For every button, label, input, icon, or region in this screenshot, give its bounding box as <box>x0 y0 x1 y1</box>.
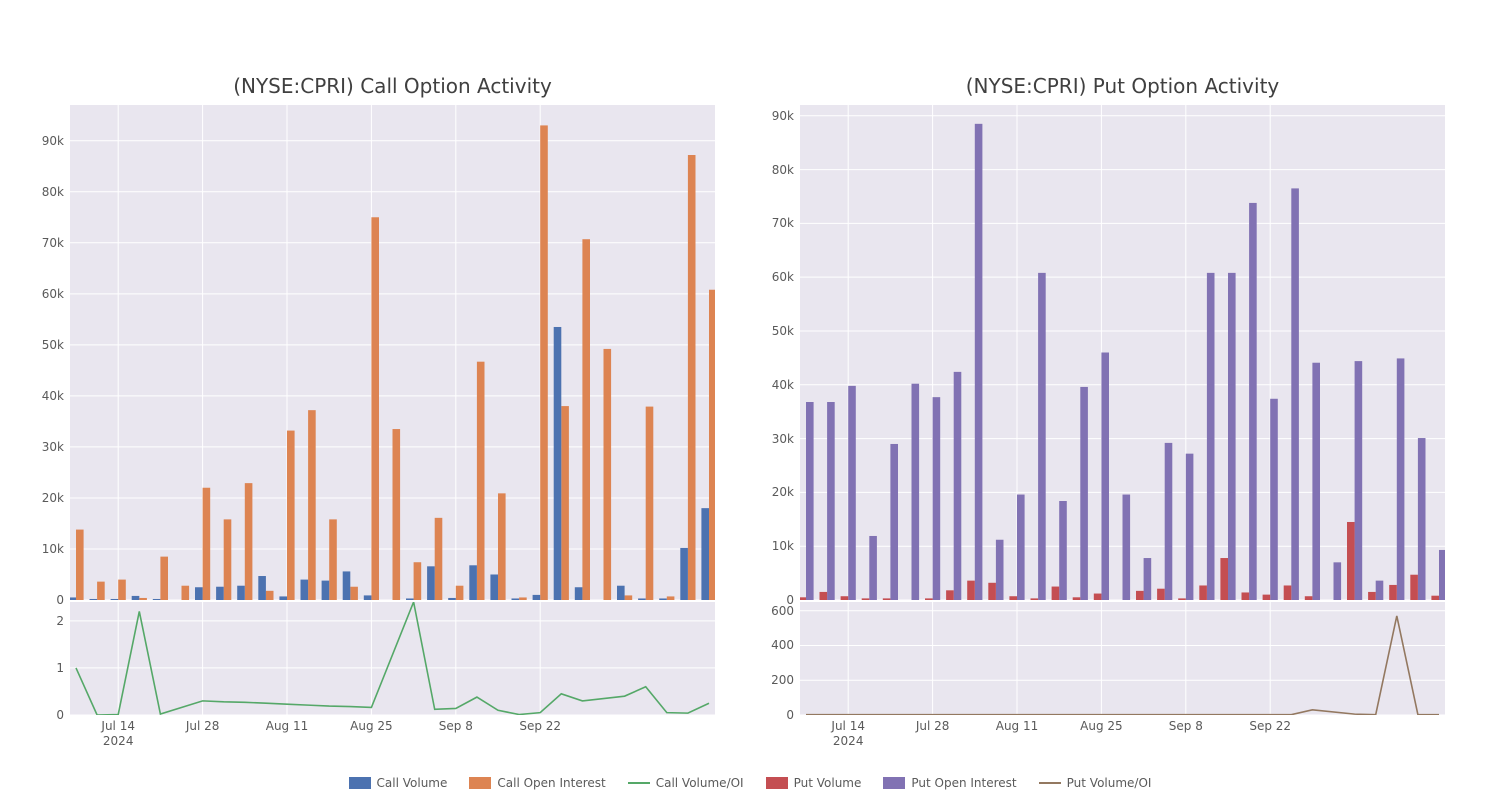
legend-swatch <box>349 777 371 789</box>
xtick-label: Jul 14 <box>831 719 865 733</box>
ytick-label: 20k <box>772 485 794 499</box>
ytick-label: 90k <box>42 134 64 148</box>
legend-label: Call Volume/OI <box>656 776 744 790</box>
legend-swatch <box>766 777 788 789</box>
ytick-label: 0 <box>56 708 64 722</box>
xtick-label: Sep 22 <box>519 719 561 733</box>
legend-swatch <box>883 777 905 789</box>
legend-swatch <box>628 782 650 784</box>
ytick-label: 0 <box>786 708 794 722</box>
xtick-label: Aug 11 <box>996 719 1039 733</box>
line-panel <box>800 602 1445 715</box>
ytick-label: 40k <box>772 378 794 392</box>
legend-swatch <box>469 777 491 789</box>
ytick-label: 80k <box>772 163 794 177</box>
legend-label: Put Volume/OI <box>1067 776 1152 790</box>
bar-panel <box>800 105 1445 600</box>
legend-item: Put Open Interest <box>883 776 1016 790</box>
ytick-label: 50k <box>772 324 794 338</box>
legend: Call Volume Call Open Interest Call Volume… <box>0 776 1500 790</box>
ytick-label: 0 <box>56 593 64 607</box>
chart-title: (NYSE:CPRI) Call Option Activity <box>70 74 715 98</box>
ytick-label: 60k <box>772 270 794 284</box>
ytick-label: 70k <box>772 216 794 230</box>
legend-label: Put Volume <box>794 776 862 790</box>
legend-label: Call Volume <box>377 776 448 790</box>
ytick-label: 50k <box>42 338 64 352</box>
legend-item: Put Volume/OI <box>1039 776 1152 790</box>
xtick-label: Sep 22 <box>1249 719 1291 733</box>
legend-item: Put Volume <box>766 776 862 790</box>
ytick-label: 20k <box>42 491 64 505</box>
xtick-label: Jul 14 <box>101 719 135 733</box>
xtick-label: Jul 28 <box>186 719 220 733</box>
xtick-label: Jul 28 <box>916 719 950 733</box>
xtick-label: Aug 25 <box>1080 719 1123 733</box>
legend-label: Call Open Interest <box>497 776 605 790</box>
ytick-label: 90k <box>772 109 794 123</box>
ytick-label: 200 <box>771 673 794 687</box>
xtick-label: Sep 8 <box>439 719 473 733</box>
legend-label: Put Open Interest <box>911 776 1016 790</box>
xtick-label: Aug 25 <box>350 719 393 733</box>
figure: (NYSE:CPRI) Call Option Activity 0 10k 20k 3… <box>0 0 1500 800</box>
legend-item: Call Volume <box>349 776 448 790</box>
xtick-sublabel: 2024 <box>103 734 134 748</box>
ytick-label: 30k <box>772 432 794 446</box>
ytick-label: 60k <box>42 287 64 301</box>
bar-panel <box>70 105 715 600</box>
legend-item: Call Volume/OI <box>628 776 744 790</box>
chart-title: (NYSE:CPRI) Put Option Activity <box>800 74 1445 98</box>
ytick-label: 600 <box>771 604 794 618</box>
ytick-label: 80k <box>42 185 64 199</box>
ytick-label: 30k <box>42 440 64 454</box>
legend-item: Call Open Interest <box>469 776 605 790</box>
xtick-label: Sep 8 <box>1169 719 1203 733</box>
ytick-label: 10k <box>772 539 794 553</box>
line-panel <box>70 602 715 715</box>
xtick-sublabel: 2024 <box>833 734 864 748</box>
ytick-label: 2 <box>56 614 64 628</box>
ytick-label: 400 <box>771 638 794 652</box>
ytick-label: 10k <box>42 542 64 556</box>
legend-swatch <box>1039 782 1061 784</box>
xtick-label: Aug 11 <box>266 719 309 733</box>
ytick-label: 40k <box>42 389 64 403</box>
ytick-label: 1 <box>56 661 64 675</box>
ytick-label: 70k <box>42 236 64 250</box>
